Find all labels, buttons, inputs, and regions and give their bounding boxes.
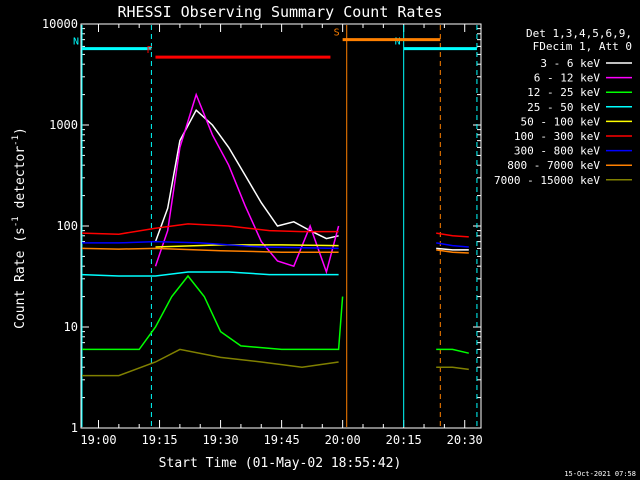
legend-label: 50 - 100 keV (521, 115, 601, 128)
series-line (82, 348, 339, 377)
x-tick-label: 20:00 (325, 433, 361, 447)
series-line (436, 249, 469, 254)
series-line (81, 271, 339, 277)
series-line (81, 223, 339, 235)
legend-label: 7000 - 15000 keV (494, 174, 600, 187)
flag-label: N (395, 37, 401, 48)
y-tick-label: 1 (71, 421, 78, 435)
x-tick-label: 19:30 (203, 433, 239, 447)
series-line (436, 366, 469, 371)
series-line (82, 240, 339, 250)
legend-label: 3 - 6 keV (540, 57, 600, 70)
y-tick-label: 100 (56, 219, 78, 233)
series-line (81, 247, 339, 253)
legend-label: 12 - 25 keV (527, 86, 600, 99)
x-axis-label: Start Time (01-May-02 18:55:42) (159, 456, 402, 471)
chart-title: RHESSI Observing Summary Count Rates (117, 3, 442, 21)
legend-label: 25 - 50 keV (527, 101, 600, 114)
legend-label: 300 - 800 keV (514, 145, 600, 158)
plot-area: 1 10 100 1000 10000 19:00 19:15 19:30 19:45 20:00… (42, 17, 483, 447)
legend-header-line-2: FDecim 1, Att 0 (533, 40, 632, 53)
x-tick-label: 19:00 (80, 433, 116, 447)
series-line (436, 242, 469, 248)
series-line (436, 232, 469, 238)
flag-label: S (334, 28, 340, 39)
series-line (436, 348, 469, 354)
x-tick-label: 20:30 (447, 433, 483, 447)
x-tick-label: 19:15 (141, 433, 177, 447)
timestamp: 15-Oct-2021 07:58 (564, 470, 636, 478)
y-tick-label: 10000 (42, 17, 78, 31)
series-line (82, 274, 344, 351)
series-line (154, 92, 340, 275)
y-tick-label: 1000 (49, 118, 78, 132)
x-tick-label: 19:45 (264, 433, 300, 447)
x-tick-label: 20:15 (386, 433, 422, 447)
series-line (154, 108, 339, 242)
y-tick-label: 10 (64, 320, 78, 334)
y-axis-label: Count Rate (s-1 detector-1) (11, 127, 28, 329)
flag-label: F (146, 45, 152, 56)
flag-label: N (73, 37, 79, 48)
series-line (155, 244, 339, 248)
series-line (436, 247, 469, 251)
legend-header-line-1: Det 1,3,4,5,6,9, (526, 27, 632, 40)
legend-label: 6 - 12 keV (534, 72, 601, 85)
legend-label: 800 - 7000 keV (507, 159, 600, 172)
legend-label: 100 - 300 keV (514, 130, 600, 143)
